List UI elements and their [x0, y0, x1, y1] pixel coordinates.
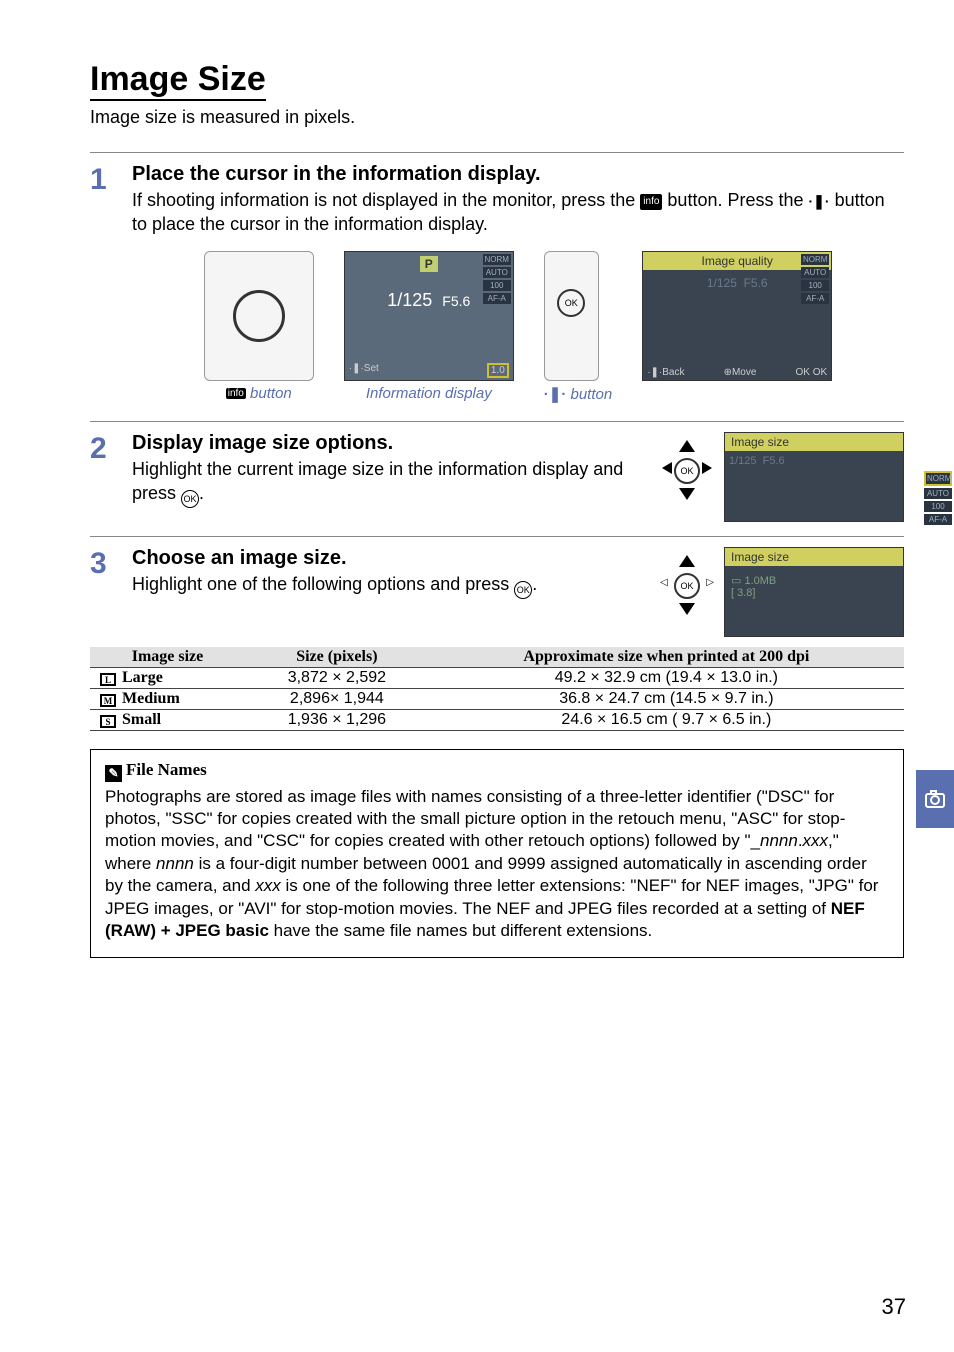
caption: info button: [204, 385, 314, 402]
table-row: LLarge 3,872 × 2,592 49.2 × 32.9 cm (19.…: [90, 667, 904, 688]
step-number: 3: [90, 547, 132, 579]
divider: [90, 421, 904, 422]
step-number: 1: [90, 163, 132, 195]
step-text: If shooting information is not displayed…: [132, 188, 904, 237]
step-head: Place the cursor in the information disp…: [132, 163, 904, 186]
quality-display-illustration: Image quality 1/125 F5.6 NORMAUTO100AF-A…: [642, 251, 832, 381]
step-text: Highlight one of the following options a…: [132, 572, 646, 599]
step-3: 3 Choose an image size. Highlight one of…: [90, 547, 904, 958]
image-size-select-panel: Image size ▭ 1.0MB [ 3.8]: [724, 547, 904, 637]
size-icon: L: [100, 673, 116, 686]
panel-title: Image size: [725, 548, 903, 566]
info-display-illustration: P 1/125 F5.6 NORMAUTO100AF-A ·❚·Set 1.0: [344, 251, 514, 381]
pencil-icon: ✎: [105, 765, 122, 782]
th-print: Approximate size when printed at 200 dpi: [429, 647, 904, 668]
right-col: NORMAUTO100AF-A: [801, 254, 829, 304]
camera-illustration: [204, 251, 314, 381]
section-tab-camera-icon: [916, 770, 954, 828]
info-button-icon: info: [640, 194, 662, 210]
step-text: Highlight the current image size in the …: [132, 457, 646, 508]
cursor-button-icon: ·❚·: [809, 192, 830, 211]
file-names-note: ✎File Names Photographs are stored as im…: [90, 749, 904, 958]
th-size: Image size: [90, 647, 245, 668]
size-icon: S: [100, 715, 116, 728]
step-1: 1 Place the cursor in the information di…: [90, 163, 904, 407]
text-frag: If shooting information is not displayed…: [132, 190, 640, 210]
panel-title: Image size: [725, 433, 903, 451]
caption: Information display: [344, 385, 514, 402]
right-col: NORMAUTO100AF-A: [924, 471, 952, 525]
ok-dial-illustration: ◁ ▷: [658, 547, 716, 617]
text-frag: button. Press the: [667, 190, 808, 210]
table-row: SSmall 1,936 × 1,296 24.6 × 16.5 cm ( 9.…: [90, 709, 904, 730]
mode-label: P: [420, 256, 438, 272]
page-number: 37: [882, 1294, 906, 1320]
intro-text: Image size is measured in pixels.: [90, 107, 904, 128]
right-col: NORMAUTO100AF-A: [483, 254, 511, 304]
step-2: 2 Display image size options. Highlight …: [90, 432, 904, 522]
step-number: 2: [90, 432, 132, 464]
image-size-panel: Image size 1/125 F5.6 NORMAUTO100AF-A: [724, 432, 904, 522]
caption: ·❚· button: [544, 385, 612, 403]
dial-illustration: [544, 251, 599, 381]
step-head: Display image size options.: [132, 432, 646, 455]
divider: [90, 152, 904, 153]
page-title: Image Size: [90, 60, 266, 101]
table-row: MMedium 2,896× 1,944 36.8 × 24.7 cm (14.…: [90, 688, 904, 709]
th-pixels: Size (pixels): [245, 647, 429, 668]
note-body: Photographs are stored as image files wi…: [105, 786, 889, 943]
divider: [90, 536, 904, 537]
ok-icon: OK: [181, 490, 199, 508]
size-icon: M: [100, 694, 116, 707]
step-head: Choose an image size.: [132, 547, 646, 570]
ok-icon: OK: [514, 581, 532, 599]
image-size-table: Image size Size (pixels) Approximate siz…: [90, 647, 904, 731]
note-title: ✎File Names: [105, 760, 889, 782]
step1-illustrations: info button P 1/125 F5.6 NORMAUTO100AF-A…: [132, 251, 904, 403]
ok-dial-illustration: [658, 432, 716, 502]
